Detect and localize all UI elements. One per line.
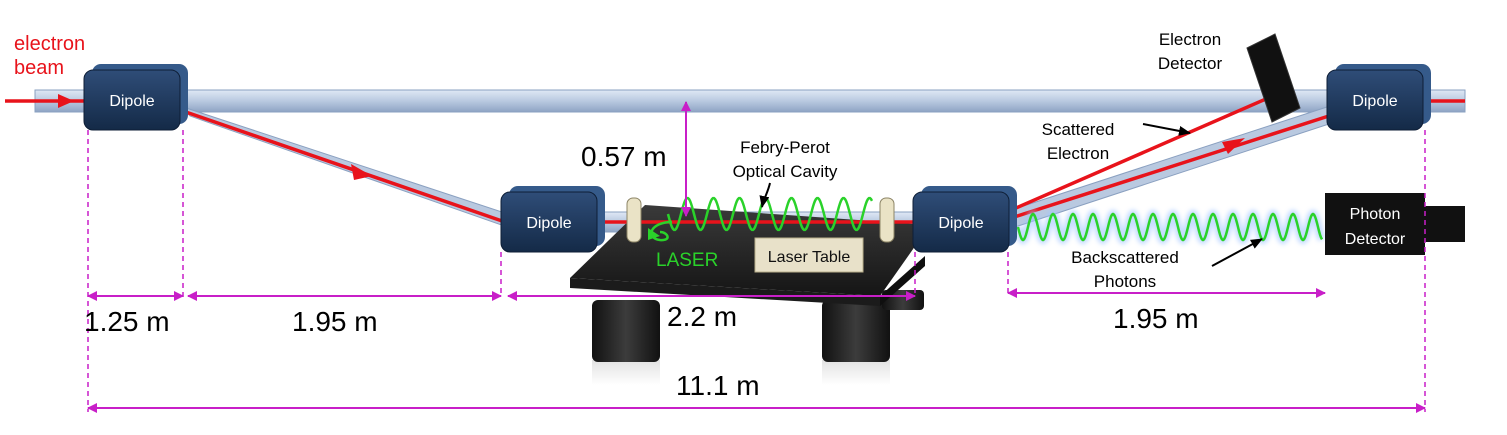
beam-direction-arrows [58,94,1245,180]
laser-input-arrow [648,228,660,240]
cavity-mirror-left [626,197,642,243]
dipole-2: Dipole [500,186,605,253]
cavity-laser-wave [666,196,874,232]
beam-arrow [1222,138,1245,154]
beam-arrow [58,94,74,108]
photon-detector-tail [1424,206,1465,242]
table-top [570,205,930,296]
cavity-label: Febry-Perot [740,138,830,157]
beam-arrow [351,164,372,180]
dipole-label: Dipole [1352,93,1397,110]
scattered-electron-label: Electron [1047,144,1109,163]
table-leg [592,300,660,362]
electron-detector-label: Detector [1158,54,1223,73]
laser-table: Laser Table [570,205,930,385]
table-reflection [592,360,660,385]
photon-detector [1325,193,1425,255]
laser-table-label-bg [754,237,864,273]
electron-beam-label: beam [14,57,64,79]
cavity-label: Optical Cavity [733,162,838,181]
backscattered-label: Backscattered [1071,248,1179,267]
electron-detector-label: Electron [1159,30,1221,49]
beam-pipes [34,89,1466,233]
electron-detector [1246,33,1301,123]
dipoles: Dipole Dipole Dipole Dipole [83,64,1431,253]
electron-beam-label: electron [14,33,85,55]
table-reflection [822,360,890,385]
backscattered-label: Photons [1094,272,1156,291]
laser-table-label: Laser Table [768,249,851,266]
table-leg [822,300,890,362]
annotations: electron beam Febry-Perot Optical Cavity… [14,30,1263,291]
dimension-label-total: 11.1 m [676,370,760,401]
dipole-label: Dipole [109,93,154,110]
detectors: Photon Detector [1246,33,1465,255]
cavity-mirrors [626,197,895,243]
cavity-pointer [759,182,771,208]
dimension-labels: 0.57 m 1.25 m 1.95 m 2.2 m 1.95 m 11.1 m [84,141,1199,401]
dipole-label: Dipole [526,215,571,232]
scattered-pointer [1142,123,1191,136]
dipole-label: Dipole [938,215,983,232]
backscattered-pointer [1211,238,1263,267]
main-beam-pipe [34,89,1466,113]
dimension-label-d2: 1.95 m [292,306,378,337]
dimension-label-d1: 1.25 m [84,306,170,337]
photon-detector-label: Photon [1350,206,1401,223]
photon-detector-label: Detector [1345,231,1406,248]
laser-waves: LASER [648,196,1326,271]
scattered-electron-label: Scattered [1042,120,1115,139]
dipole-3: Dipole [912,186,1017,253]
dipole-1: Dipole [83,64,188,131]
cavity-mirror-right [879,197,895,243]
backscattered-photon-wave [1016,212,1324,242]
dimension-label-d3: 2.2 m [667,301,737,332]
dimension-label-d4: 1.95 m [1113,303,1199,334]
dipole-4: Dipole [1326,64,1431,131]
laser-input-curl [650,220,673,242]
height-dimension-label: 0.57 m [581,141,667,172]
dimensions [87,101,1426,413]
laser-label: LASER [656,250,718,271]
